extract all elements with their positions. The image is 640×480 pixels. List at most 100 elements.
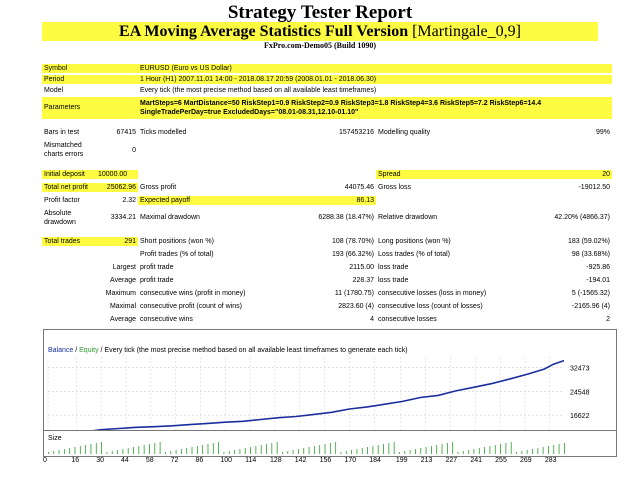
size-bar <box>564 443 565 454</box>
model-value: Every tick (the most precise method base… <box>140 87 377 94</box>
size-chart: Size <box>43 430 617 457</box>
netprofit-value: 25062.96 <box>106 184 136 191</box>
size-bar <box>191 447 193 454</box>
bars-value: 67415 <box>116 129 136 136</box>
size-bar <box>441 444 443 454</box>
x-tick-label: 0 <box>43 457 47 464</box>
size-bar <box>537 448 539 454</box>
avg-cl-value: 2 <box>606 316 610 323</box>
x-tick-label: 156 <box>319 457 332 464</box>
legend-equity: Equity <box>79 347 99 354</box>
reldd-value: 42.20% (4866.37) <box>554 214 610 221</box>
size-bar <box>228 451 230 454</box>
size-bar <box>510 442 512 454</box>
size-bar <box>329 443 331 454</box>
x-tick-label: 100 <box>220 457 232 464</box>
balance-line <box>47 359 565 437</box>
maxdd-value: 6288.38 (18.47%) <box>318 214 374 221</box>
x-tick-label: 227 <box>445 457 458 464</box>
size-bar <box>101 442 102 454</box>
size-bar <box>548 446 549 454</box>
short-label: Short positions (won %) <box>140 238 214 245</box>
maximal-cl-value: -2165.96 (4) <box>571 303 610 310</box>
absdd-label: Absolute <box>44 210 72 217</box>
size-bar <box>516 452 517 454</box>
pf-value: 2.32 <box>122 197 136 204</box>
period-value: 1 Hour (H1) 2007.11.01 14:00 - 2018.08.1… <box>140 76 377 83</box>
size-bar <box>409 450 411 454</box>
size-bar <box>170 451 172 454</box>
size-bar <box>53 451 55 454</box>
x-tick-label: 128 <box>269 457 282 464</box>
parameters-label: Parameters <box>44 104 81 111</box>
size-bar <box>133 447 134 454</box>
period-label: Period <box>44 76 65 83</box>
symbol-value: EURUSD (Euro vs US Dollar) <box>140 65 232 72</box>
legend-sep: / <box>73 347 79 354</box>
mismatch-label-2: charts errors <box>44 151 84 158</box>
reldd-label: Relative drawdown <box>378 214 438 221</box>
size-bar <box>298 449 299 454</box>
size-label: Size <box>48 435 62 442</box>
size-bar <box>266 444 267 454</box>
average-pt-value: 228.37 <box>352 277 374 284</box>
average-lt-value: -194.01 <box>586 277 610 284</box>
model-label: Model <box>44 87 64 94</box>
size-bar <box>494 445 496 454</box>
size-bar <box>79 446 81 454</box>
size-bar <box>127 448 129 454</box>
size-bar <box>106 452 108 454</box>
chart-legend: Balance / Equity / Every tick (the most … <box>48 347 408 354</box>
profittrades-label: Profit trades (% of total) <box>140 251 214 258</box>
x-tick-label: 184 <box>369 457 381 464</box>
report-title: Strategy Tester Report <box>227 2 413 23</box>
size-bar <box>420 448 422 454</box>
size-bar <box>207 444 209 454</box>
ticks-label: Ticks modelled <box>140 129 187 136</box>
average-label: Average <box>110 277 136 284</box>
size-bar <box>63 449 65 454</box>
size-bar <box>303 448 305 454</box>
size-bars <box>48 442 565 454</box>
size-bar <box>308 447 310 454</box>
avg-cl-label: consecutive losses <box>378 316 437 323</box>
profittrades-value: 193 (66.32%) <box>331 251 374 258</box>
x-tick-label: 170 <box>344 457 357 464</box>
size-bar <box>239 449 241 454</box>
grossprofit-label: Gross profit <box>140 184 177 191</box>
size-bar <box>180 449 182 454</box>
size-bar <box>186 448 188 454</box>
average-pt-label: profit trade <box>140 277 174 284</box>
size-bar <box>85 445 87 454</box>
x-tick-label: 269 <box>519 457 532 464</box>
size-bar <box>361 448 363 454</box>
size-bar <box>399 452 400 454</box>
size-bar <box>372 446 374 454</box>
average-lt-label: loss trade <box>378 277 409 284</box>
size-bar <box>505 443 507 454</box>
maximal-cp-value: 2823.60 (4) <box>338 303 374 310</box>
symbol-row: Symbol EURUSD (Euro vs US Dollar) <box>42 64 612 73</box>
size-bar <box>345 451 347 454</box>
mismatch-value: 0 <box>132 147 136 154</box>
y-tick-label: 16622 <box>570 413 590 420</box>
avg-cw-label: consecutive wins <box>140 316 193 323</box>
deposit-label: Initial deposit <box>42 170 138 179</box>
maximal-cl-label: consecutive loss (count of losses) <box>378 303 483 310</box>
size-bar <box>383 444 384 454</box>
quality-value: 99% <box>595 129 610 136</box>
size-bar <box>356 449 358 454</box>
symbol-label: Symbol <box>44 65 68 72</box>
size-bar <box>143 445 145 454</box>
size-bar <box>319 445 321 454</box>
avg-cw-value: 4 <box>370 316 374 323</box>
x-tick-label: 213 <box>420 457 433 464</box>
chart-grid <box>47 357 564 440</box>
size-bar <box>90 444 92 454</box>
size-bar <box>196 446 198 454</box>
size-bar <box>287 451 289 454</box>
size-bar <box>521 451 523 454</box>
largest-pt-label: profit trade <box>140 264 174 271</box>
grossloss-value: -19012.50 <box>578 184 610 191</box>
largest-label: Largest <box>112 264 136 271</box>
